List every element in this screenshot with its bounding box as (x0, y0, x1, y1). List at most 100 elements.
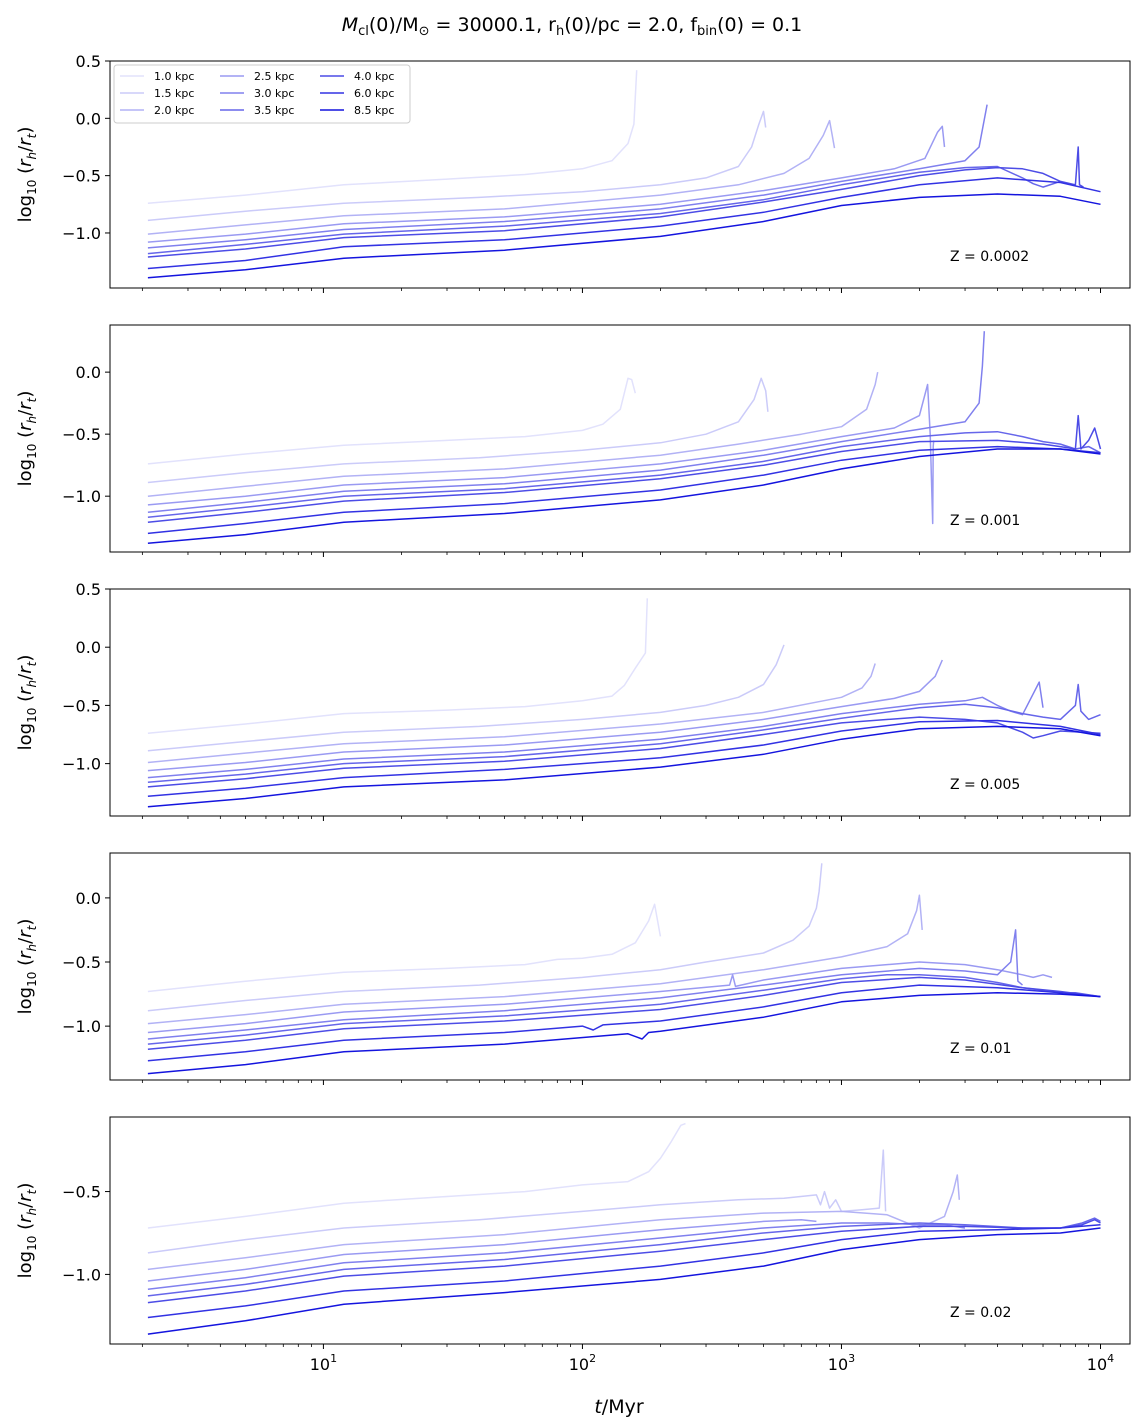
y-axis-label: log10 (rh/rt) (15, 127, 39, 223)
series-line-3-0-kpc (147, 929, 1023, 1040)
y-axis-label: log10 (rh/rt) (15, 1183, 39, 1279)
series-line-2-0-kpc (147, 371, 879, 497)
figure-title: Mcl(0)/M⊙ = 30000.1, rh(0)/pc = 2.0, fbi… (342, 14, 803, 39)
y-tick-label: 0.0 (76, 889, 101, 908)
series-line-4-0-kpc (147, 716, 1101, 788)
axes-frame (109, 60, 1131, 289)
x-tick-label: 104 (1087, 1352, 1114, 1374)
series-line-6-0-kpc (147, 445, 1101, 535)
legend: 1.0 kpc 1.5 kpc 2.0 kpc 2.5 kpc 3.0 kpc 3.5 k… (113, 64, 411, 124)
series-line-4-0-kpc (147, 146, 1084, 258)
y-tick-label: −0.5 (62, 425, 101, 444)
series-line-8-5-kpc (147, 725, 1101, 808)
y-tick-label: −0.5 (62, 953, 101, 972)
series-line-1-5-kpc (147, 377, 769, 484)
legend-entry: 3.0 kpc (254, 87, 294, 100)
legend-entry: 6.0 kpc (354, 87, 394, 100)
panel-1: 0.5 0.0 −0.5 −1.0 Z = 0.0002 log10 (rh/rt) (15, 52, 1131, 293)
y-tick-label: −1.0 (62, 487, 101, 506)
series-line-2-0-kpc (147, 663, 876, 764)
series-line-3-0-kpc (147, 104, 988, 249)
y-axis-label: log10 (rh/rt) (15, 919, 39, 1015)
series-group (147, 863, 1101, 1075)
y-tick-label: 0.5 (76, 52, 101, 71)
series-line-1-0-kpc (147, 377, 637, 465)
metallicity-annotation: Z = 0.001 (950, 513, 1020, 529)
series-group (147, 70, 1101, 279)
panel-2: 0.0 −0.5 −1.0 Z = 0.001 log10 (rh/rt) (15, 324, 1131, 557)
series-line-4-0-kpc (147, 976, 1101, 1050)
legend-entry: 1.0 kpc (154, 70, 194, 83)
series-line-2-5-kpc (147, 659, 943, 772)
metallicity-annotation: Z = 0.02 (950, 1305, 1011, 1321)
y-tick-label: −0.5 (62, 167, 101, 186)
series-line-2-0-kpc (147, 1174, 961, 1271)
series-line-2-5-kpc (147, 1218, 817, 1282)
series-line-3-5-kpc (147, 430, 1101, 519)
series-line-1-0-kpc (147, 598, 649, 735)
series-line-2-5-kpc (147, 961, 1053, 1034)
series-line-8-5-kpc (147, 448, 1101, 545)
y-tick-label: 0.0 (76, 638, 101, 657)
series-line-8-5-kpc (147, 1227, 1101, 1335)
series-line-8-5-kpc (147, 992, 1101, 1075)
series-line-1-0-kpc (147, 903, 662, 993)
x-tick-label: 102 (569, 1352, 596, 1374)
series-line-4-0-kpc (147, 414, 1102, 523)
y-axis-label: log10 (rh/rt) (15, 391, 39, 487)
y-axis-label: log10 (rh/rt) (15, 655, 39, 751)
series-line-2-0-kpc (147, 894, 923, 1025)
panel-5: −0.5 −1.0 101 102 103 104 Z = 0.02 log10 (rh/rt… (15, 1116, 1131, 1374)
series-line-2-5-kpc (147, 125, 946, 243)
metallicity-annotation: Z = 0.005 (950, 777, 1020, 793)
axes-frame (109, 588, 1131, 817)
series-line-3-0-kpc (147, 1222, 966, 1291)
y-tick-label: −1.0 (62, 1017, 101, 1036)
y-tick-label: −0.5 (62, 1183, 101, 1202)
y-tick-label: −1.0 (62, 755, 101, 774)
x-axis-label: t/Myr (594, 1396, 643, 1418)
series-line-2-5-kpc (147, 383, 935, 525)
series-line-6-0-kpc (147, 719, 1101, 797)
legend-entry: 2.0 kpc (154, 104, 194, 117)
series-line-6-0-kpc (147, 984, 1101, 1062)
series-line-1-0-kpc (147, 70, 638, 204)
y-tick-label: 0.0 (76, 109, 101, 128)
axes-frame (109, 852, 1131, 1081)
series-line-1-5-kpc (147, 1149, 887, 1254)
y-tick-label: −0.5 (62, 696, 101, 715)
y-tick-label: −1.0 (62, 224, 101, 243)
series-line-8-5-kpc (147, 193, 1101, 279)
metallicity-annotation: Z = 0.01 (950, 1041, 1011, 1057)
series-line-3-0-kpc (147, 681, 1044, 779)
series-line-3-5-kpc (147, 683, 1101, 783)
series-line-1-5-kpc (147, 863, 823, 1012)
legend-entry: 3.5 kpc (254, 104, 294, 117)
series-line-3-0-kpc (147, 331, 986, 514)
series-line-1-5-kpc (147, 110, 767, 222)
series-line-6-0-kpc (147, 177, 1101, 270)
metallicity-annotation: Z = 0.0002 (950, 249, 1029, 265)
series-line-3-5-kpc (147, 1217, 1101, 1297)
series-line-6-0-kpc (147, 1223, 1101, 1319)
series-group (147, 1122, 1101, 1335)
series-line-1-0-kpc (147, 1122, 686, 1229)
legend-entry: 2.5 kpc (254, 70, 294, 83)
series-group (147, 331, 1102, 545)
series-group (147, 598, 1101, 808)
axes-frame (109, 324, 1131, 553)
x-tick-label: 101 (310, 1352, 337, 1374)
y-tick-label: 0.0 (76, 363, 101, 382)
legend-box (113, 64, 411, 124)
legend-entry: 8.5 kpc (354, 104, 394, 117)
series-line-4-0-kpc (147, 1218, 1101, 1304)
axes-frame (109, 1116, 1131, 1345)
x-tick-label: 103 (828, 1352, 855, 1374)
y-tick-label: −1.0 (62, 1265, 101, 1284)
legend-entry: 4.0 kpc (354, 70, 394, 83)
series-line-1-5-kpc (147, 644, 785, 752)
series-line-2-0-kpc (147, 119, 836, 235)
y-tick-label: 0.5 (76, 580, 101, 599)
